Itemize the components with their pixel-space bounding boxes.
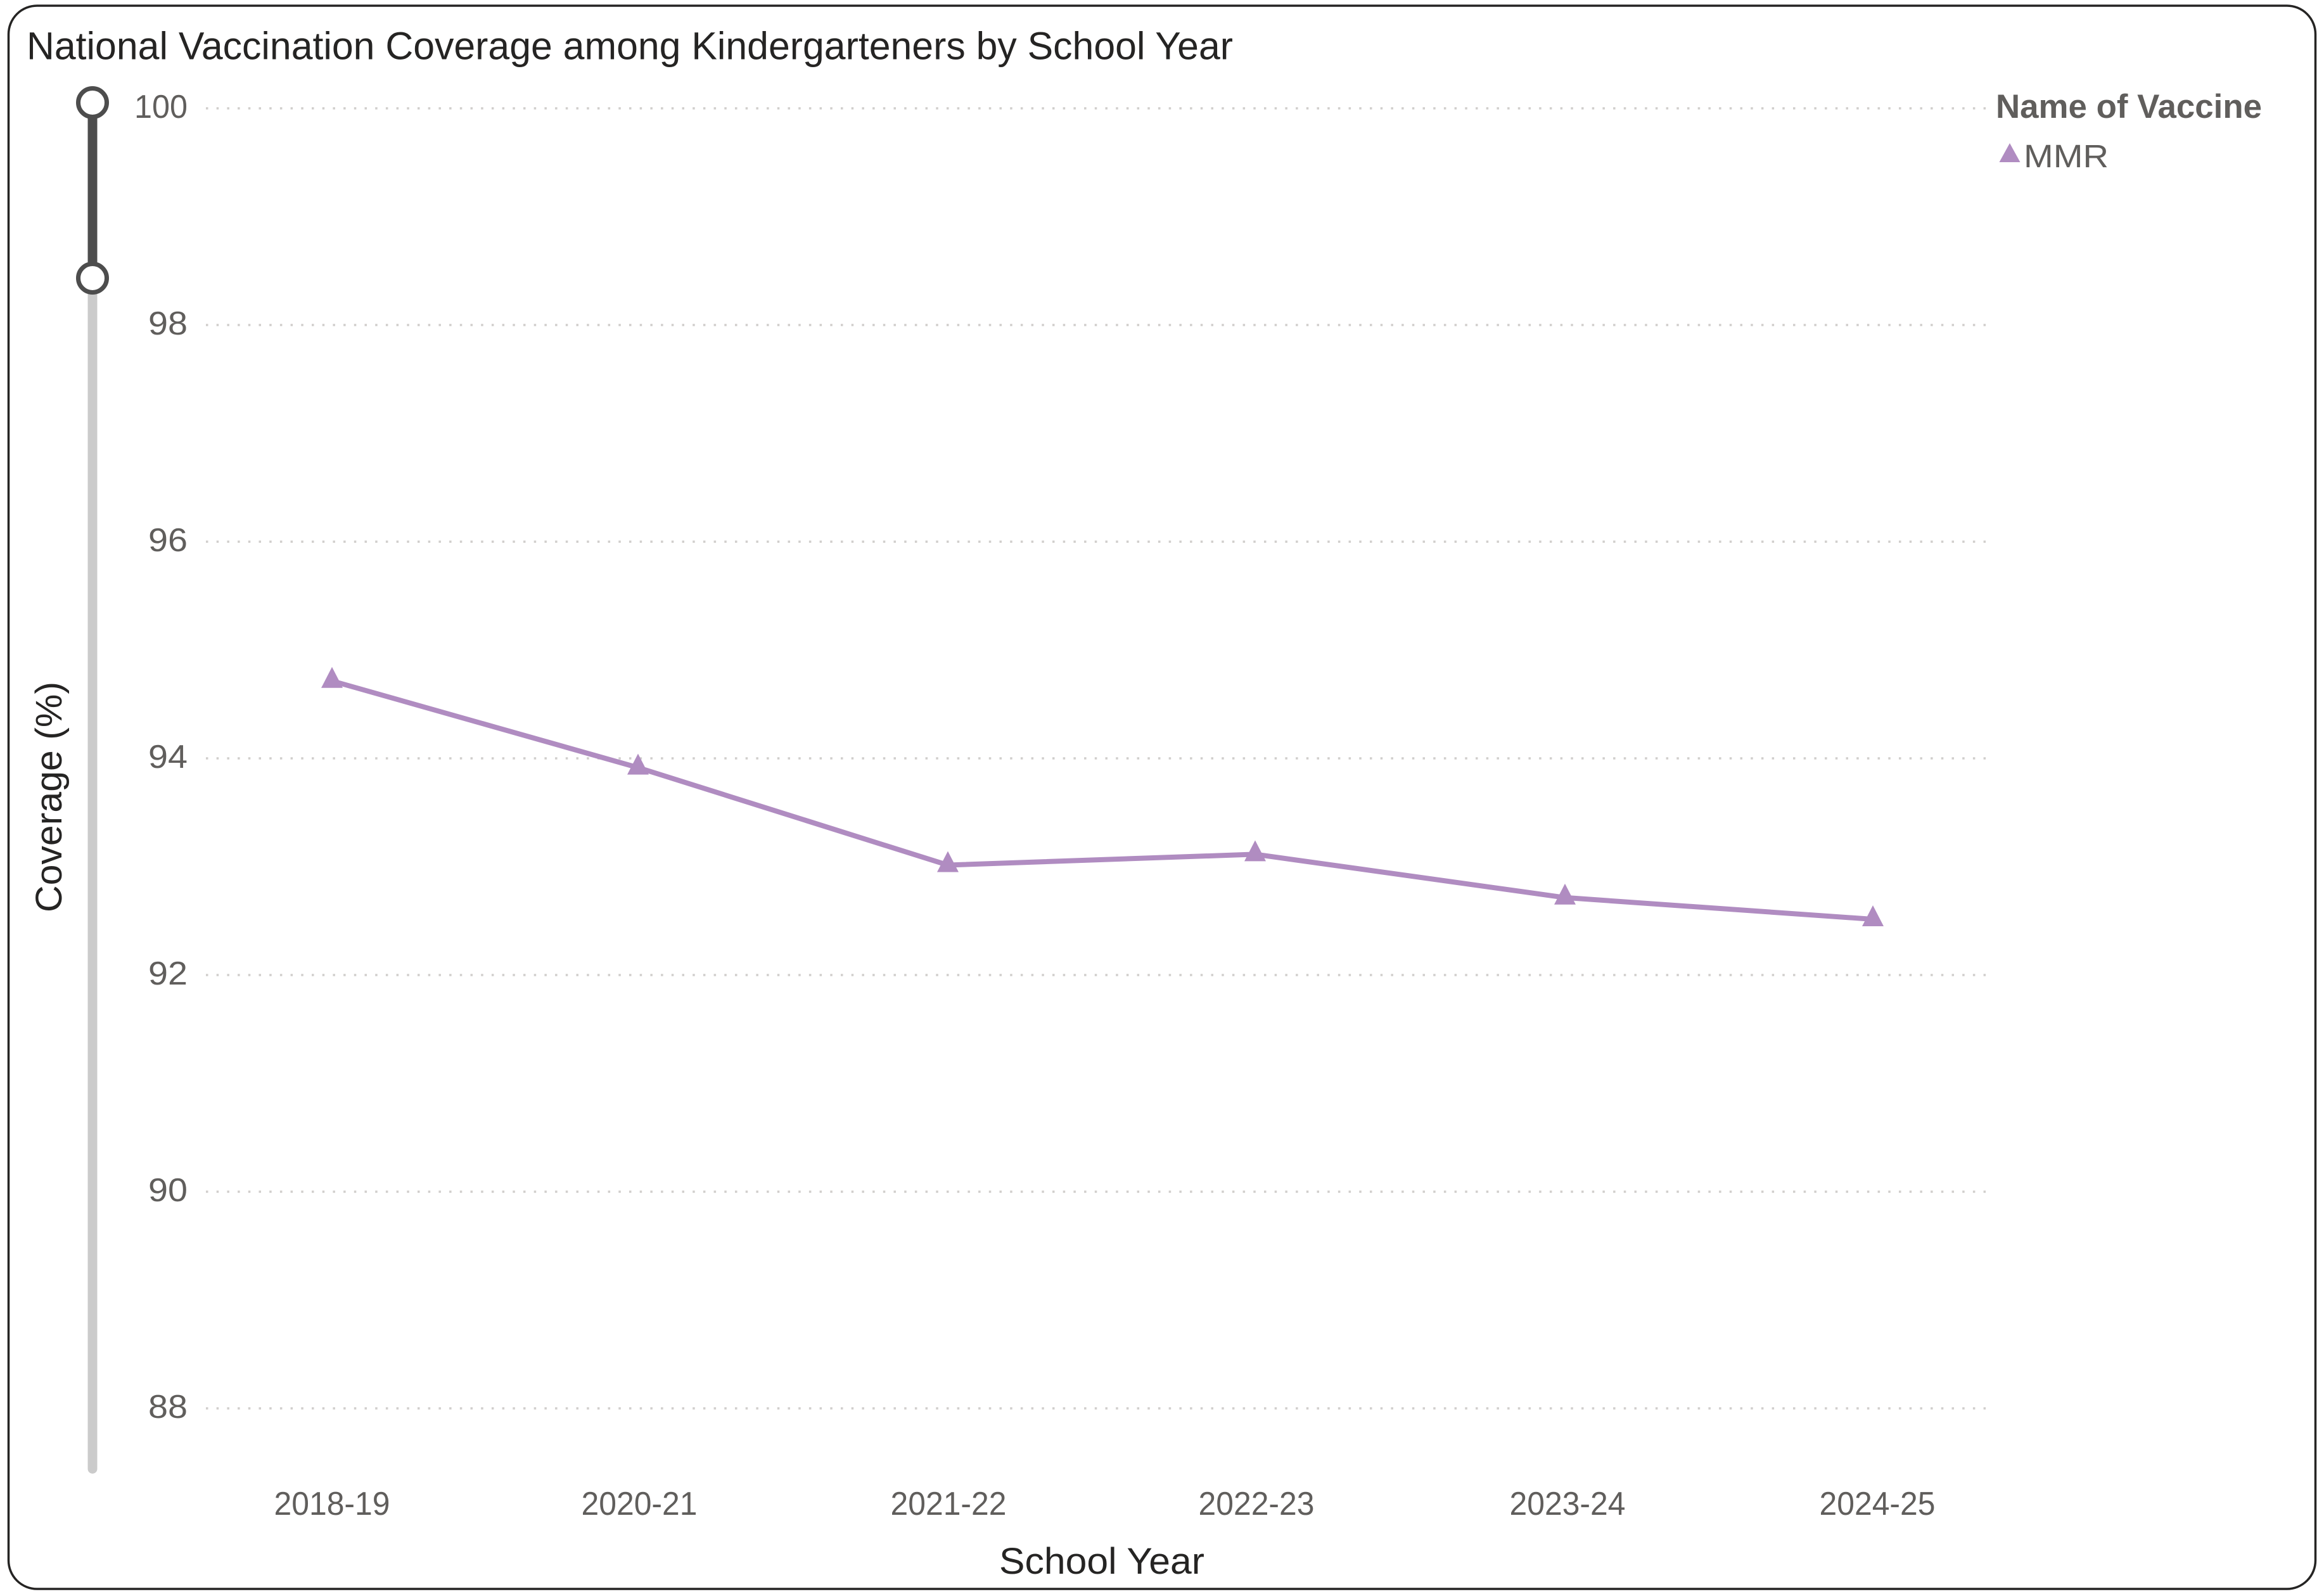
svg-text:92: 92 xyxy=(148,955,188,992)
svg-text:Name of Vaccine: Name of Vaccine xyxy=(1996,88,2262,125)
svg-text:2021-22: 2021-22 xyxy=(891,1486,1007,1522)
svg-text:88: 88 xyxy=(148,1389,188,1425)
svg-text:2022-23: 2022-23 xyxy=(1199,1486,1315,1522)
svg-text:National Vaccination Coverage: National Vaccination Coverage among Kind… xyxy=(27,25,1233,68)
svg-text:School Year: School Year xyxy=(999,1541,1204,1582)
svg-text:MMR: MMR xyxy=(2024,138,2109,174)
svg-text:Coverage (%): Coverage (%) xyxy=(29,682,70,912)
svg-text:96: 96 xyxy=(148,522,188,559)
svg-text:90: 90 xyxy=(148,1172,188,1209)
svg-text:2024-25: 2024-25 xyxy=(1820,1486,1936,1522)
svg-text:2023-24: 2023-24 xyxy=(1510,1486,1626,1522)
svg-text:98: 98 xyxy=(148,305,188,342)
svg-text:2020-21: 2020-21 xyxy=(582,1486,698,1522)
svg-text:100: 100 xyxy=(134,89,188,125)
svg-text:94: 94 xyxy=(148,739,188,775)
svg-text:2018-19: 2018-19 xyxy=(274,1486,390,1522)
